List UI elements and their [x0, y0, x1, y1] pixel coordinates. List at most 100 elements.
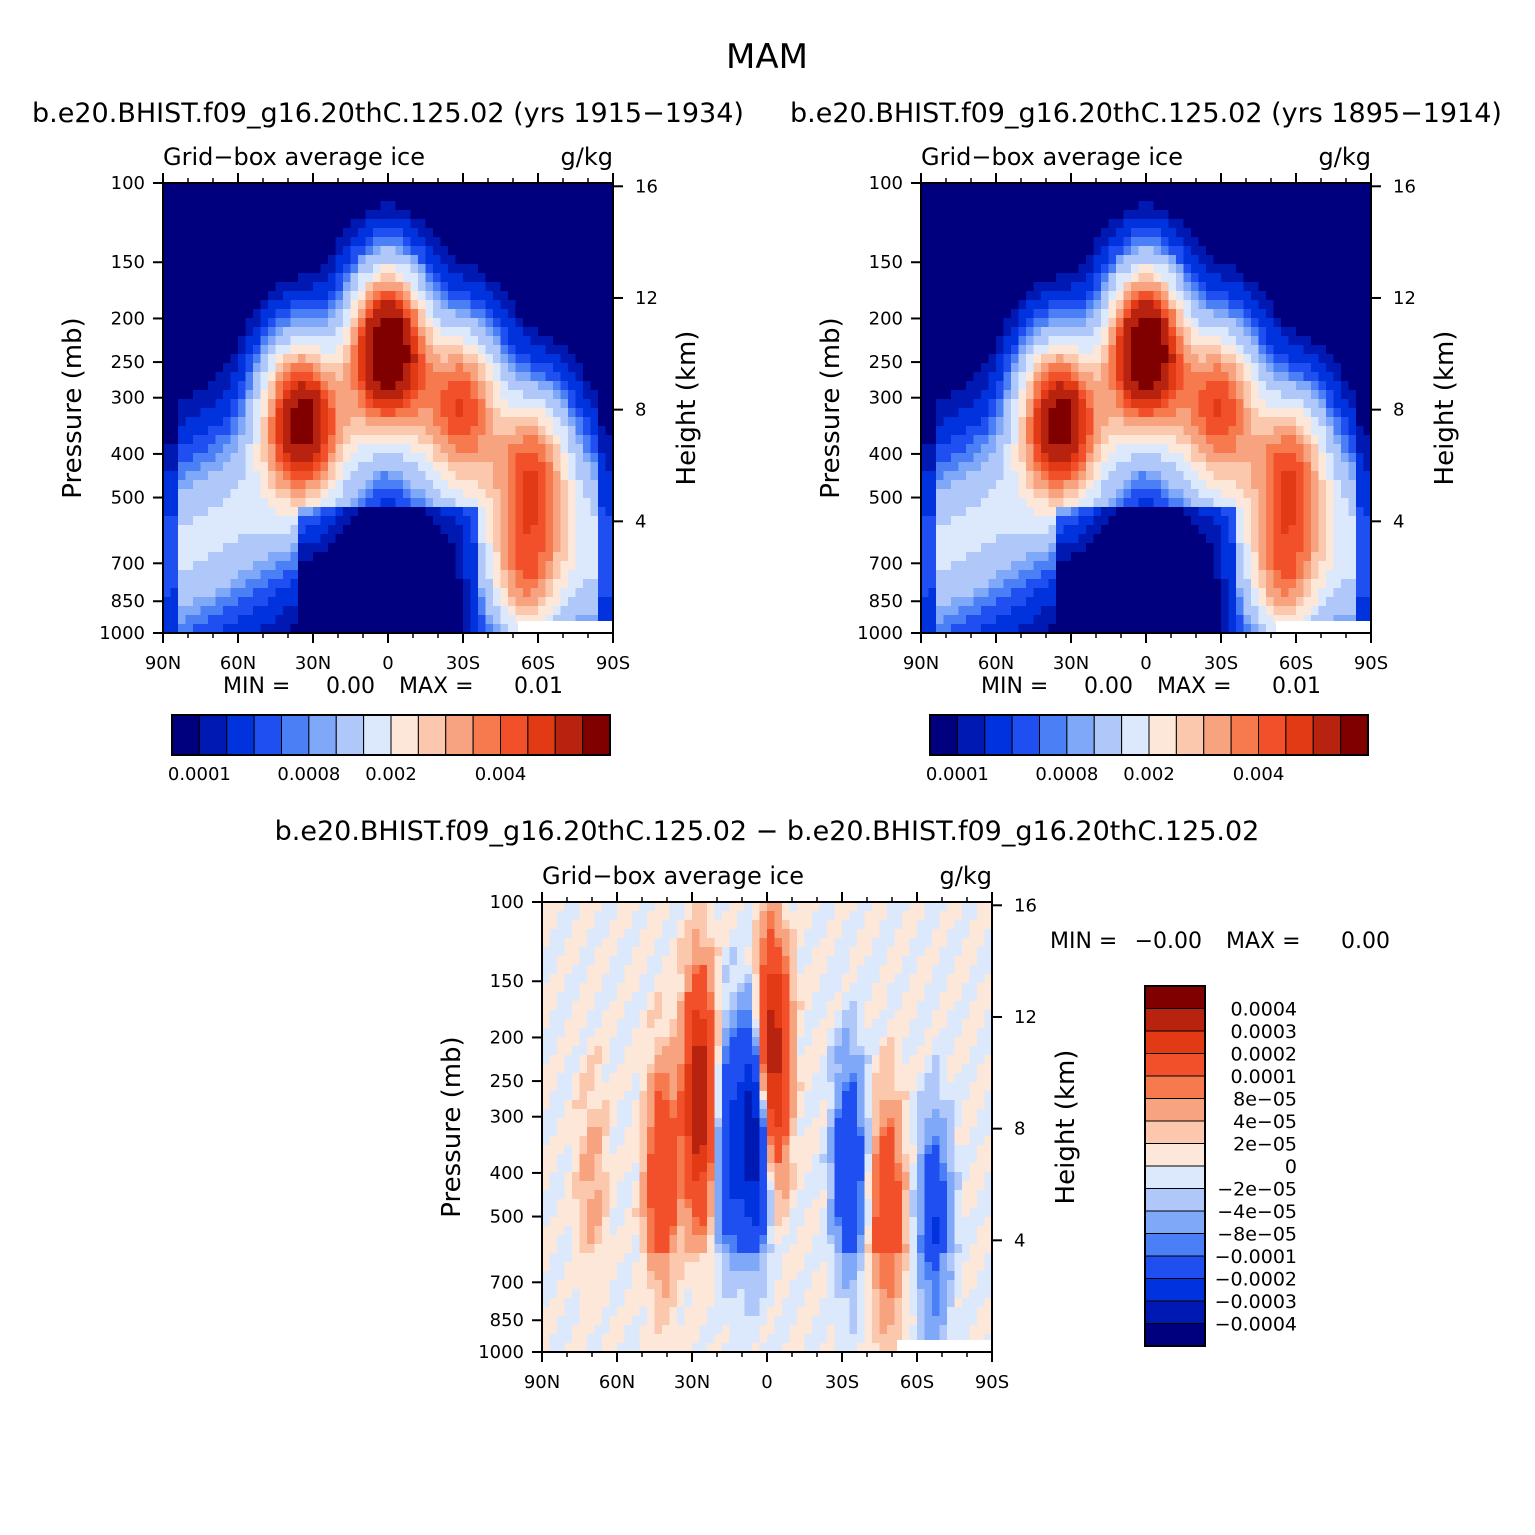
heatmap-cell: [1078, 309, 1087, 319]
heatmap-cell: [305, 588, 314, 598]
heatmap-cell: [238, 390, 247, 400]
heatmap-cell: [1296, 399, 1305, 409]
heatmap-cell: [163, 219, 172, 229]
heatmap-cell: [1191, 426, 1200, 436]
heatmap-cell: [928, 228, 937, 238]
heatmap-cell: [966, 408, 975, 418]
heatmap-cell: [275, 372, 284, 382]
heatmap-cell: [178, 426, 187, 436]
heatmap-cell: [320, 336, 329, 346]
heatmap-cell: [1176, 255, 1185, 265]
heatmap-cell: [283, 246, 292, 256]
heatmap-cell: [1303, 453, 1312, 463]
heatmap-cell: [1101, 354, 1110, 364]
heatmap-cell: [170, 408, 179, 418]
heatmap-cell: [530, 345, 539, 355]
heatmap-cell: [200, 471, 209, 481]
heatmap-cell: [170, 561, 179, 571]
heatmap-cell: [590, 597, 599, 607]
heatmap-cell: [1041, 237, 1050, 247]
heatmap-cell: [440, 435, 449, 445]
heatmap-cell: [365, 444, 374, 454]
heatmap-cell: [1086, 228, 1095, 238]
heatmap-cell: [208, 399, 217, 409]
colorbar: 0.0001 0.0008 0.002 0.004: [168, 714, 611, 785]
heatmap-cell: [418, 363, 427, 373]
heatmap-cell: [1266, 327, 1275, 337]
heatmap-cell: [943, 201, 952, 211]
heatmap-cell: [388, 228, 397, 238]
heatmap-cell: [388, 489, 397, 499]
heatmap-cell: [1183, 273, 1192, 283]
heatmap-cell: [178, 381, 187, 391]
heatmap-cell: [200, 219, 209, 229]
heatmap-cell: [1153, 201, 1162, 211]
heatmap-cell: [590, 219, 599, 229]
heatmap-cell: [1026, 183, 1035, 193]
heatmap-cell: [1191, 435, 1200, 445]
heatmap-cell: [1108, 381, 1117, 391]
heatmap-cell: [560, 597, 569, 607]
heatmap-cell: [313, 534, 322, 544]
heatmap-cell: [418, 210, 427, 220]
heatmap-cell: [433, 570, 442, 580]
heatmap-cell: [1318, 408, 1327, 418]
heatmap-cell: [358, 489, 367, 499]
heatmap-cell: [170, 228, 179, 238]
heatmap-cell: [500, 264, 509, 274]
heatmap-cell: [1153, 228, 1162, 238]
heatmap-cell: [230, 372, 239, 382]
heatmap-cell: [1221, 408, 1230, 418]
heatmap-cell: [418, 246, 427, 256]
heatmap-cell: [1348, 363, 1357, 373]
heatmap-cell: [410, 597, 419, 607]
heatmap-cell: [320, 525, 329, 535]
heatmap-cell: [575, 318, 584, 328]
heatmap-cell: [1056, 291, 1065, 301]
heatmap-cell: [598, 597, 607, 607]
heatmap-cell: [1123, 237, 1132, 247]
heatmap-cell: [996, 264, 1005, 274]
heatmap-cell: [260, 417, 269, 427]
heatmap-cell: [395, 606, 404, 616]
heatmap-cell: [583, 237, 592, 247]
heatmap-cell: [350, 561, 359, 571]
heatmap-cell: [410, 354, 419, 364]
heatmap-cell: [493, 597, 502, 607]
heatmap-cell: [1026, 372, 1035, 382]
heatmap-cell: [500, 219, 509, 229]
heatmap-cell: [343, 192, 352, 202]
heatmap-cell: [996, 354, 1005, 364]
heatmap-cell: [463, 588, 472, 598]
heatmap-cell: [500, 363, 509, 373]
heatmap-cell: [966, 291, 975, 301]
heatmap-cell: [1273, 309, 1282, 319]
heatmap-cell: [1033, 453, 1042, 463]
heatmap-cell: [1138, 228, 1147, 238]
heatmap-cell: [478, 372, 487, 382]
heatmap-cell: [178, 228, 187, 238]
heatmap-cell: [1003, 408, 1012, 418]
heatmap-cell: [193, 426, 202, 436]
heatmap-cell: [193, 399, 202, 409]
heatmap-cell: [523, 237, 532, 247]
heatmap-cell: [583, 300, 592, 310]
heatmap-cell: [335, 390, 344, 400]
heatmap-cell: [253, 255, 262, 265]
heatmap-cell: [1161, 354, 1170, 364]
heatmap-cell: [598, 237, 607, 247]
heatmap-cell: [238, 615, 247, 625]
heatmap-cell: [1063, 210, 1072, 220]
heatmap-cell: [178, 624, 187, 634]
heatmap-cell: [185, 282, 194, 292]
heatmap-cell: [1311, 255, 1320, 265]
heatmap-cell: [193, 516, 202, 526]
heatmap-cell: [598, 300, 607, 310]
heatmap-cell: [163, 579, 172, 589]
heatmap-cell: [455, 417, 464, 427]
heatmap-cell: [313, 255, 322, 265]
heatmap-cell: [1138, 192, 1147, 202]
heatmap-cell: [343, 597, 352, 607]
heatmap-cell: [298, 597, 307, 607]
heatmap-cell: [1206, 381, 1215, 391]
